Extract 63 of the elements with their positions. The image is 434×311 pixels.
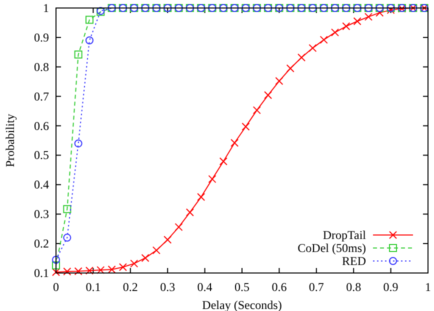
y-tick-label: 0.8 — [34, 60, 49, 74]
point — [275, 77, 284, 86]
x-tick-label: 0.2 — [122, 280, 138, 294]
point — [264, 91, 272, 100]
point — [286, 64, 294, 72]
point — [208, 175, 216, 184]
point — [353, 17, 362, 26]
point — [96, 266, 105, 274]
y-axis-title: Probability — [3, 114, 17, 168]
point — [164, 236, 172, 244]
point — [63, 234, 72, 242]
x-tick-label: 0 — [53, 280, 59, 294]
point — [298, 53, 306, 62]
point — [85, 16, 94, 24]
point — [74, 50, 82, 59]
x-tick-label: 0.3 — [160, 280, 176, 294]
x-tick-label: 0.6 — [272, 280, 287, 294]
x-tick-label: 1 — [425, 280, 431, 294]
point — [342, 22, 350, 30]
point — [364, 12, 372, 21]
point — [242, 122, 250, 131]
point — [74, 139, 82, 148]
legend-label: RED — [342, 254, 366, 268]
point — [376, 8, 384, 17]
point — [320, 36, 328, 44]
point — [174, 223, 183, 232]
point — [130, 260, 138, 268]
x-tick-label: 0.5 — [234, 280, 250, 294]
point — [152, 246, 160, 254]
point — [219, 157, 228, 166]
x-tick-label: 0.9 — [383, 280, 398, 294]
y-tick-label: 0.2 — [34, 236, 49, 251]
point — [331, 28, 339, 36]
y-tick-label: 1 — [43, 1, 49, 15]
point — [308, 44, 317, 52]
x-tick-label: 0.7 — [308, 280, 324, 294]
legend-label: CoDel (50ms) — [298, 241, 366, 255]
y-tick-label: 0.7 — [34, 89, 49, 104]
point — [118, 263, 127, 272]
y-tick-label: 0.1 — [34, 266, 49, 280]
legend-label: DropTail — [322, 228, 367, 242]
y-tick-label: 0.4 — [34, 178, 49, 192]
point — [252, 106, 261, 114]
point — [85, 36, 94, 44]
point — [197, 193, 206, 202]
point — [63, 205, 72, 214]
point — [52, 256, 60, 264]
x-tick-label: 0.4 — [197, 280, 212, 294]
x-tick-label: 0.1 — [86, 280, 101, 294]
y-tick-label: 0.3 — [34, 207, 49, 222]
point — [108, 265, 116, 274]
point — [52, 261, 60, 270]
point — [74, 267, 82, 276]
y-tick-label: 0.5 — [34, 148, 49, 162]
point — [186, 208, 194, 216]
y-tick-label: 0.6 — [34, 118, 49, 133]
point — [85, 266, 94, 275]
point — [230, 138, 239, 147]
point — [63, 268, 72, 276]
y-tick-label: 0.9 — [34, 30, 49, 44]
x-tick-label: 0.8 — [346, 280, 362, 294]
point — [141, 254, 150, 262]
point — [52, 268, 60, 276]
